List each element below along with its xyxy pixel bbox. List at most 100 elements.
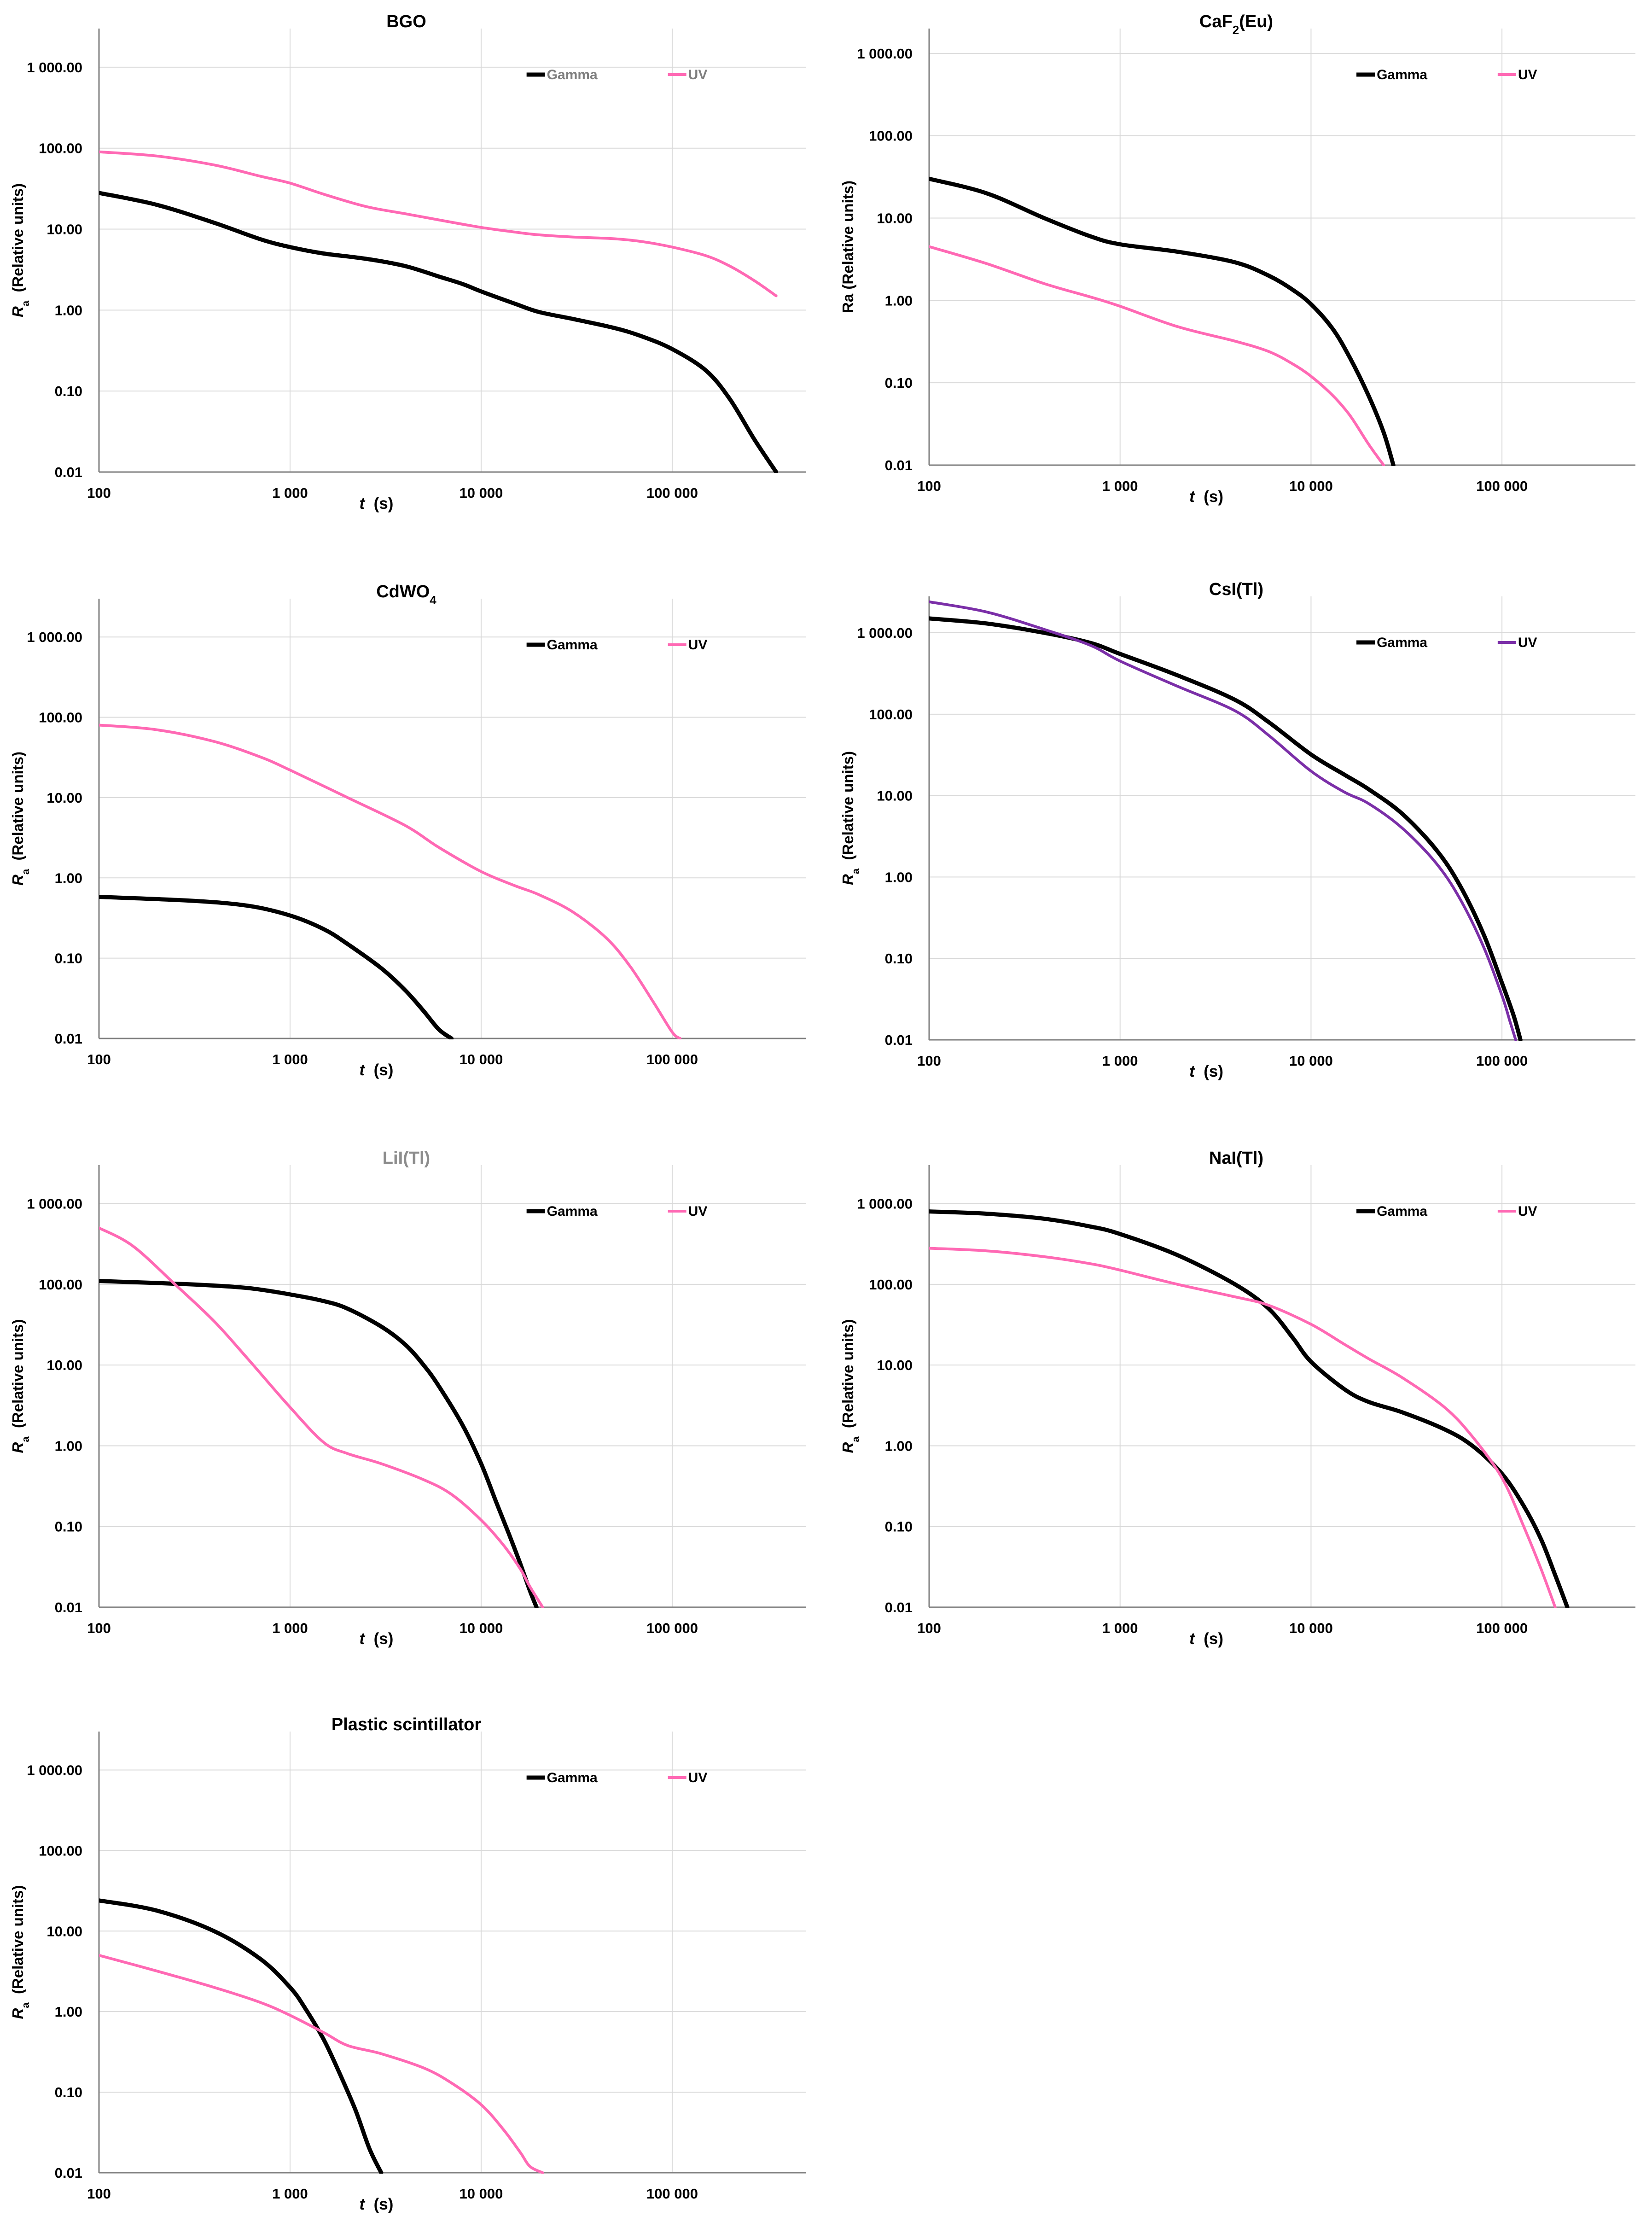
- y-tick-label: 1 000.00: [857, 1196, 913, 1212]
- chart-plastic: 0.01 0.10 1.00 10.00 100.00 1 000.00 100 1 000 1…: [9, 1715, 806, 2213]
- legend-item-uv: UV: [668, 1770, 708, 1785]
- y-axis-label: Ra (Relative units): [839, 1319, 861, 1453]
- y-tick-label: 100.00: [869, 706, 913, 723]
- x-tick-label: 10 000: [1289, 478, 1333, 494]
- y-tick-label: 10.00: [47, 1357, 82, 1373]
- legend-label: Gamma: [547, 1204, 598, 1219]
- x-axis-label: t (s): [1189, 488, 1223, 506]
- y-tick-label: 0.10: [885, 1519, 913, 1535]
- legend-label: Gamma: [1377, 1204, 1427, 1219]
- x-tick-label: 1 000: [272, 1620, 308, 1636]
- x-tick-label: 10 000: [460, 2186, 503, 2202]
- y-tick-label: 1.00: [55, 302, 82, 318]
- y-tick-label: 0.10: [55, 1519, 82, 1535]
- x-tick-label: 100: [87, 2186, 111, 2202]
- y-tick-label: 1 000.00: [27, 59, 82, 76]
- legend-item-gamma: Gamma: [1356, 1204, 1427, 1219]
- y-tick-label: 1 000.00: [857, 46, 913, 62]
- x-tick-label: 100 000: [646, 1620, 698, 1636]
- y-axis-label: Ra (Relative units): [9, 752, 31, 886]
- x-tick-label: 100 000: [646, 2186, 698, 2202]
- y-tick-label: 0.10: [55, 2084, 82, 2100]
- y-tick-label: 100.00: [869, 1277, 913, 1293]
- legend-item-uv: UV: [668, 637, 708, 653]
- y-tick-label: 10.00: [877, 788, 913, 804]
- x-tick-label: 100 000: [646, 485, 698, 501]
- legend-item-gamma: Gamma: [1356, 67, 1427, 82]
- legend-label: UV: [688, 67, 708, 82]
- legend-item-uv: UV: [668, 1204, 707, 1219]
- y-tick-label: 10.00: [47, 790, 82, 806]
- y-tick-label: 10.00: [877, 1357, 913, 1373]
- x-axis-label: t (s): [360, 1630, 394, 1648]
- chart-title: Plastic scintillator: [332, 1715, 481, 1734]
- y-tick-label: 0.10: [55, 951, 82, 967]
- y-tick-label: 0.10: [885, 375, 913, 391]
- series-line-gamma: [929, 1209, 1570, 1608]
- legend-item-gamma: Gamma: [526, 67, 598, 82]
- x-axis-label: t (s): [360, 2195, 394, 2213]
- y-tick-label: 100.00: [39, 140, 82, 157]
- legend-item-uv: UV: [1497, 635, 1537, 650]
- y-axis-label: Ra (Relative units): [9, 1885, 31, 2019]
- y-tick-label: 1.00: [55, 1438, 82, 1454]
- x-tick-label: 100: [87, 1051, 111, 1067]
- series-line-uv: [929, 245, 1385, 466]
- y-tick-label: 0.01: [55, 1599, 82, 1615]
- legend-label: UV: [1518, 635, 1537, 650]
- y-tick-label: 1 000.00: [27, 629, 82, 645]
- chart-title: CaF2(Eu): [1199, 12, 1273, 37]
- series-line-uv: [99, 150, 778, 297]
- y-tick-label: 10.00: [47, 1923, 82, 1939]
- y-tick-label: 0.01: [55, 464, 82, 480]
- x-tick-label: 10 000: [460, 1620, 503, 1636]
- y-tick-label: 1.00: [885, 869, 913, 885]
- y-tick-label: 1.00: [885, 1438, 913, 1454]
- series-line-gamma: [929, 176, 1396, 466]
- series-line-uv: [929, 1247, 1557, 1608]
- x-tick-label: 1 000: [272, 1051, 308, 1067]
- x-tick-label: 10 000: [1289, 1620, 1333, 1636]
- x-tick-label: 100: [917, 1053, 941, 1069]
- series-line-gamma: [99, 191, 779, 473]
- series-line-uv: [99, 723, 682, 1039]
- x-tick-label: 100: [87, 485, 111, 501]
- series-line-gamma: [99, 1898, 384, 2174]
- legend-label: UV: [688, 1770, 708, 1785]
- series-line-gamma: [99, 1279, 539, 1608]
- chart-caf2: 0.01 0.10 1.00 10.00 100.00 1 000.00 100 1 000 1…: [839, 12, 1635, 506]
- y-tick-label: 100.00: [39, 1277, 82, 1293]
- legend-item-uv: UV: [668, 67, 708, 82]
- y-tick-label: 0.10: [885, 951, 913, 967]
- chart-title: NaI(Tl): [1209, 1149, 1263, 1168]
- y-tick-label: 0.10: [55, 383, 82, 399]
- series-line-gamma: [99, 895, 454, 1039]
- chart-cdwo4: 0.01 0.10 1.00 10.00 100.00 1 000.00 100 1 000 1…: [9, 582, 806, 1079]
- y-tick-label: 10.00: [877, 210, 913, 227]
- x-tick-label: 1 000: [1102, 478, 1138, 494]
- y-tick-label: 1.00: [55, 2004, 82, 2020]
- y-tick-label: 0.01: [55, 1031, 82, 1047]
- x-tick-label: 1 000: [272, 485, 308, 501]
- y-tick-label: 100.00: [39, 1843, 82, 1859]
- x-tick-label: 100 000: [1476, 478, 1528, 494]
- chart-bgo: 0.01 0.10 1.00 10.00 100.00 1 000.00 100 1 000 1…: [9, 12, 806, 513]
- y-axis-label: Ra (Relative units): [839, 181, 856, 313]
- legend-label: UV: [688, 637, 708, 653]
- x-tick-label: 100 000: [1476, 1053, 1528, 1069]
- chart-title: LiI(Tl): [383, 1149, 430, 1168]
- x-tick-label: 100: [87, 1620, 111, 1636]
- y-axis-label: Ra (Relative units): [9, 183, 31, 317]
- y-axis-label: Ra (Relative units): [839, 751, 861, 885]
- x-axis-label: t (s): [360, 495, 394, 513]
- legend-label: Gamma: [547, 637, 598, 653]
- legend-label: Gamma: [547, 67, 598, 82]
- legend-item-gamma: Gamma: [526, 1770, 598, 1785]
- x-axis-label: t (s): [360, 1061, 394, 1079]
- x-tick-label: 10 000: [460, 485, 503, 501]
- x-tick-label: 1 000: [272, 2186, 308, 2202]
- chart-lii: 0.01 0.10 1.00 10.00 100.00 1 000.00 100 1 000 1…: [9, 1149, 806, 1648]
- x-tick-label: 100 000: [1476, 1620, 1528, 1636]
- series-line-uv: [929, 600, 1517, 1041]
- series-line-gamma: [929, 616, 1523, 1041]
